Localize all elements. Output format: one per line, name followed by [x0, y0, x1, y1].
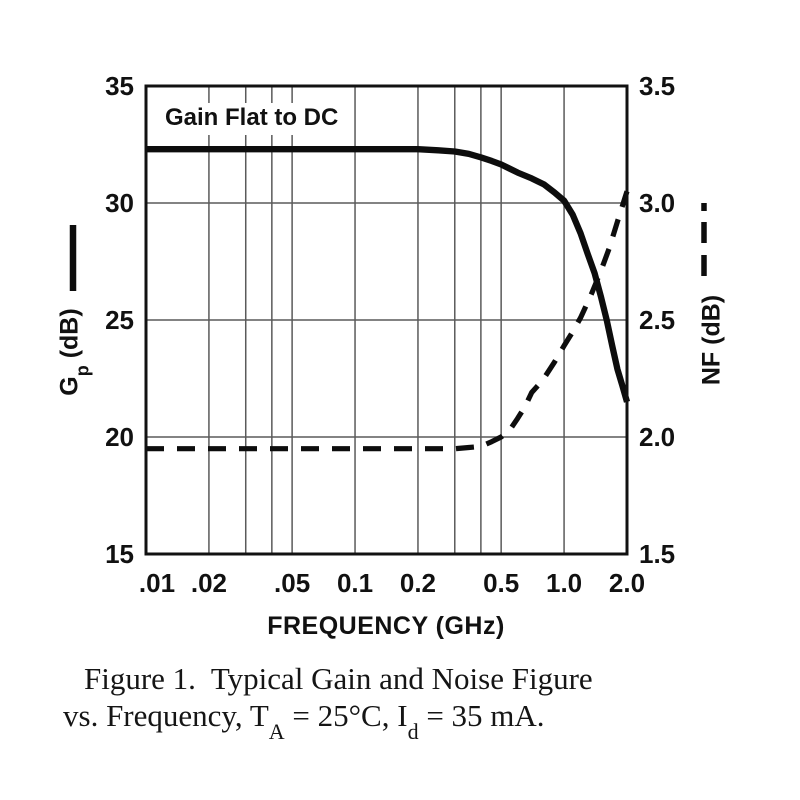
caption-line-1: Figure 1. Typical Gain and Noise Figure	[84, 661, 593, 696]
x-axis-tick: .01	[138, 568, 176, 598]
caption-line-2-mid: = 25°C, I	[284, 698, 408, 733]
caption-id-subscript: d	[407, 719, 419, 745]
gain-flat-annotation: Gain Flat to DC	[159, 103, 345, 135]
x-axis-tick: .02	[190, 568, 227, 598]
x-axis-tick: .05	[274, 568, 311, 598]
caption-line-2-text: vs. Frequency, T	[63, 698, 269, 733]
x-axis-tick: 2.0	[608, 568, 646, 598]
right-axis-tick: 2.5	[639, 305, 676, 335]
gain-curve	[146, 146, 631, 403]
x-axis-tick: 0.1	[336, 568, 374, 598]
plot-frame	[144, 84, 629, 556]
left-axis-tick: 30	[105, 188, 134, 218]
caption-line-2: vs. Frequency, TA = 25°C, Id = 35 mA.	[63, 698, 545, 743]
x-axis-tick: 0.2	[399, 568, 437, 598]
noise-figure-curve	[146, 190, 630, 452]
x-axis-tick: 0.5	[483, 568, 520, 598]
caption-line-2-end: = 35 mA.	[418, 698, 545, 733]
right-axis-tick: 2.0	[639, 422, 676, 452]
x-axis-tick: 1.0	[545, 568, 583, 598]
caption-ta-subscript: A	[268, 719, 285, 745]
left-axis-tick: 35	[105, 71, 134, 101]
left-axis-tick: 15	[105, 539, 134, 569]
left-axis-tick: 20	[105, 422, 134, 452]
right-axis-tick: 3.5	[639, 71, 676, 101]
right-axis-tick: 1.5	[639, 539, 676, 569]
x-axis-title: FREQUENCY (GHz)	[267, 612, 505, 640]
left-axis-tick: 25	[105, 305, 134, 335]
right-axis-tick: 3.0	[639, 188, 676, 218]
